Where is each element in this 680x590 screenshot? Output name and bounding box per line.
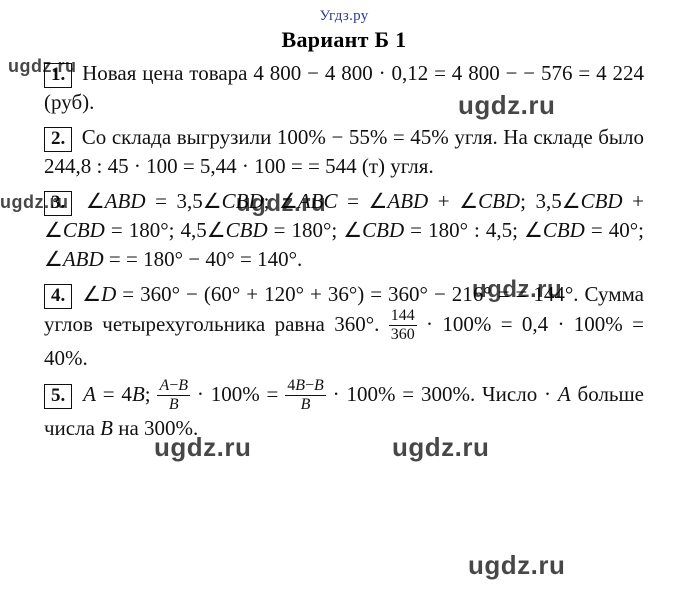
problem-number: 3.	[44, 191, 72, 216]
problem-number: 5.	[44, 384, 72, 409]
variant-title: Вариант Б 1	[44, 27, 644, 53]
problem-1: 1. Новая цена товара 4 800 − 4 800 · 0,1…	[44, 59, 644, 117]
problem-body: ∠ABD = 3,5∠CBD; ∠ABC = ∠ABD + ∠CBD; 3,5∠…	[44, 189, 644, 271]
problem-body: Новая цена товара 4 800 − 4 800 · 0,12 =…	[44, 61, 644, 114]
problem-body: ∠D = 360° − (60° + 120° + 36°) = 360° − …	[44, 282, 644, 370]
page: Угдз.ру Вариант Б 1 1. Новая цена товара…	[0, 0, 680, 590]
problem-2: 2. Со склада выгрузили 100% − 55% = 45% …	[44, 123, 644, 181]
problem-number: 1.	[44, 63, 72, 88]
problem-3: 3. ∠ABD = 3,5∠CBD; ∠ABC = ∠ABD + ∠CBD; 3…	[44, 187, 644, 274]
problem-4: 4. ∠D = 360° − (60° + 120° + 36°) = 360°…	[44, 280, 644, 373]
watermark: ugdz.ru	[468, 550, 565, 581]
problem-number: 2.	[44, 127, 72, 152]
site-link-top: Угдз.ру	[44, 8, 644, 25]
problem-5: 5. A = 4B; A−BB · 100% = 4B−BB · 100% = …	[44, 379, 644, 443]
problems-list: 1. Новая цена товара 4 800 − 4 800 · 0,1…	[44, 59, 644, 443]
problem-number: 4.	[44, 284, 72, 309]
problem-body: A = 4B; A−BB · 100% = 4B−BB · 100% = 300…	[44, 382, 644, 440]
problem-body: Со склада выгрузили 100% − 55% = 45% угл…	[44, 125, 644, 178]
